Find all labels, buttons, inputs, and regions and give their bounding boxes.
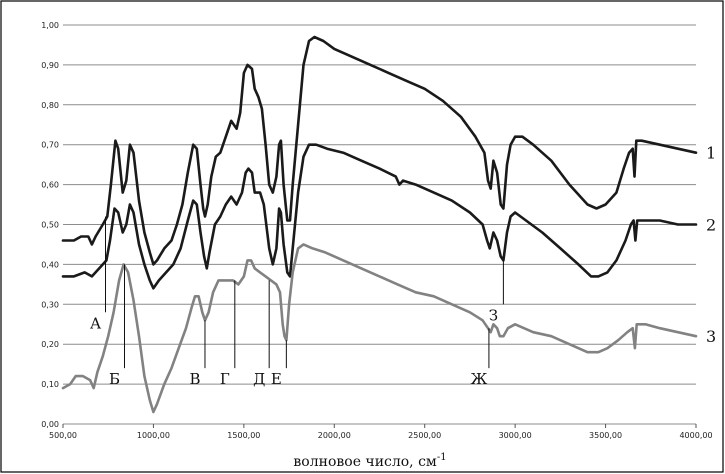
x-axis-label-superscript: -1: [437, 452, 447, 463]
x-axis-label: волновое число, см-1: [293, 452, 446, 470]
x-tick-label: 2500,00: [408, 431, 441, 440]
x-tick-label: 1500,00: [227, 431, 260, 440]
annotation-label: З: [489, 306, 498, 324]
y-axis-ticks: 0,00 0,10 0,20 0,30 0,40 0,50 0,60 0,70 0,80 0,90…: [41, 21, 59, 429]
series-line-1: [61, 35, 698, 266]
y-tick-label: 0,70: [41, 141, 59, 150]
annotation-label: Б: [109, 370, 120, 388]
x-tick-label: 3000,00: [499, 431, 532, 440]
x-tick-label: 3500,00: [589, 431, 622, 440]
x-tick-label: 2000,00: [318, 431, 351, 440]
y-tick-label: 0,90: [41, 61, 59, 70]
band-annotations: А Б В Г Д Е Ж З: [90, 216, 504, 388]
annotation-label: Е: [271, 370, 282, 388]
annotation-label: А: [90, 314, 102, 332]
x-tick-label: 1000,00: [137, 431, 170, 440]
series-line-3: [61, 243, 698, 414]
y-tick-label: 0,60: [41, 181, 59, 190]
annotation-label: Г: [220, 370, 230, 388]
x-axis-ticks: 500,00 1000,00 1500,00 2000,00 2500,00 3000,0…: [49, 424, 713, 440]
y-tick-label: 0,80: [41, 101, 59, 110]
annotation-label: Д: [253, 370, 265, 388]
annotation-label: В: [189, 370, 200, 388]
x-tick-label: 4000,00: [679, 431, 712, 440]
x-tick-label: 500,00: [49, 431, 77, 440]
y-tick-label: 0,40: [41, 260, 59, 269]
x-axis-label-text: волновое число, см: [293, 454, 437, 470]
annotation-label: Ж: [470, 370, 487, 388]
y-tick-label: 0,50: [41, 221, 59, 230]
series-lines: [61, 35, 698, 414]
y-tick-label: 0,20: [41, 340, 59, 349]
gridlines: [63, 24, 696, 425]
y-tick-label: 0,00: [41, 420, 59, 429]
curve-label-3: 3: [706, 327, 716, 346]
y-tick-label: 0,30: [41, 300, 59, 309]
curve-label-1: 1: [706, 144, 716, 163]
y-tick-label: 1,00: [41, 21, 59, 30]
y-tick-label: 0,10: [41, 380, 59, 389]
curve-label-2: 2: [706, 216, 716, 235]
curve-labels: 1 2 3: [706, 144, 716, 347]
series-line-2: [61, 143, 698, 290]
